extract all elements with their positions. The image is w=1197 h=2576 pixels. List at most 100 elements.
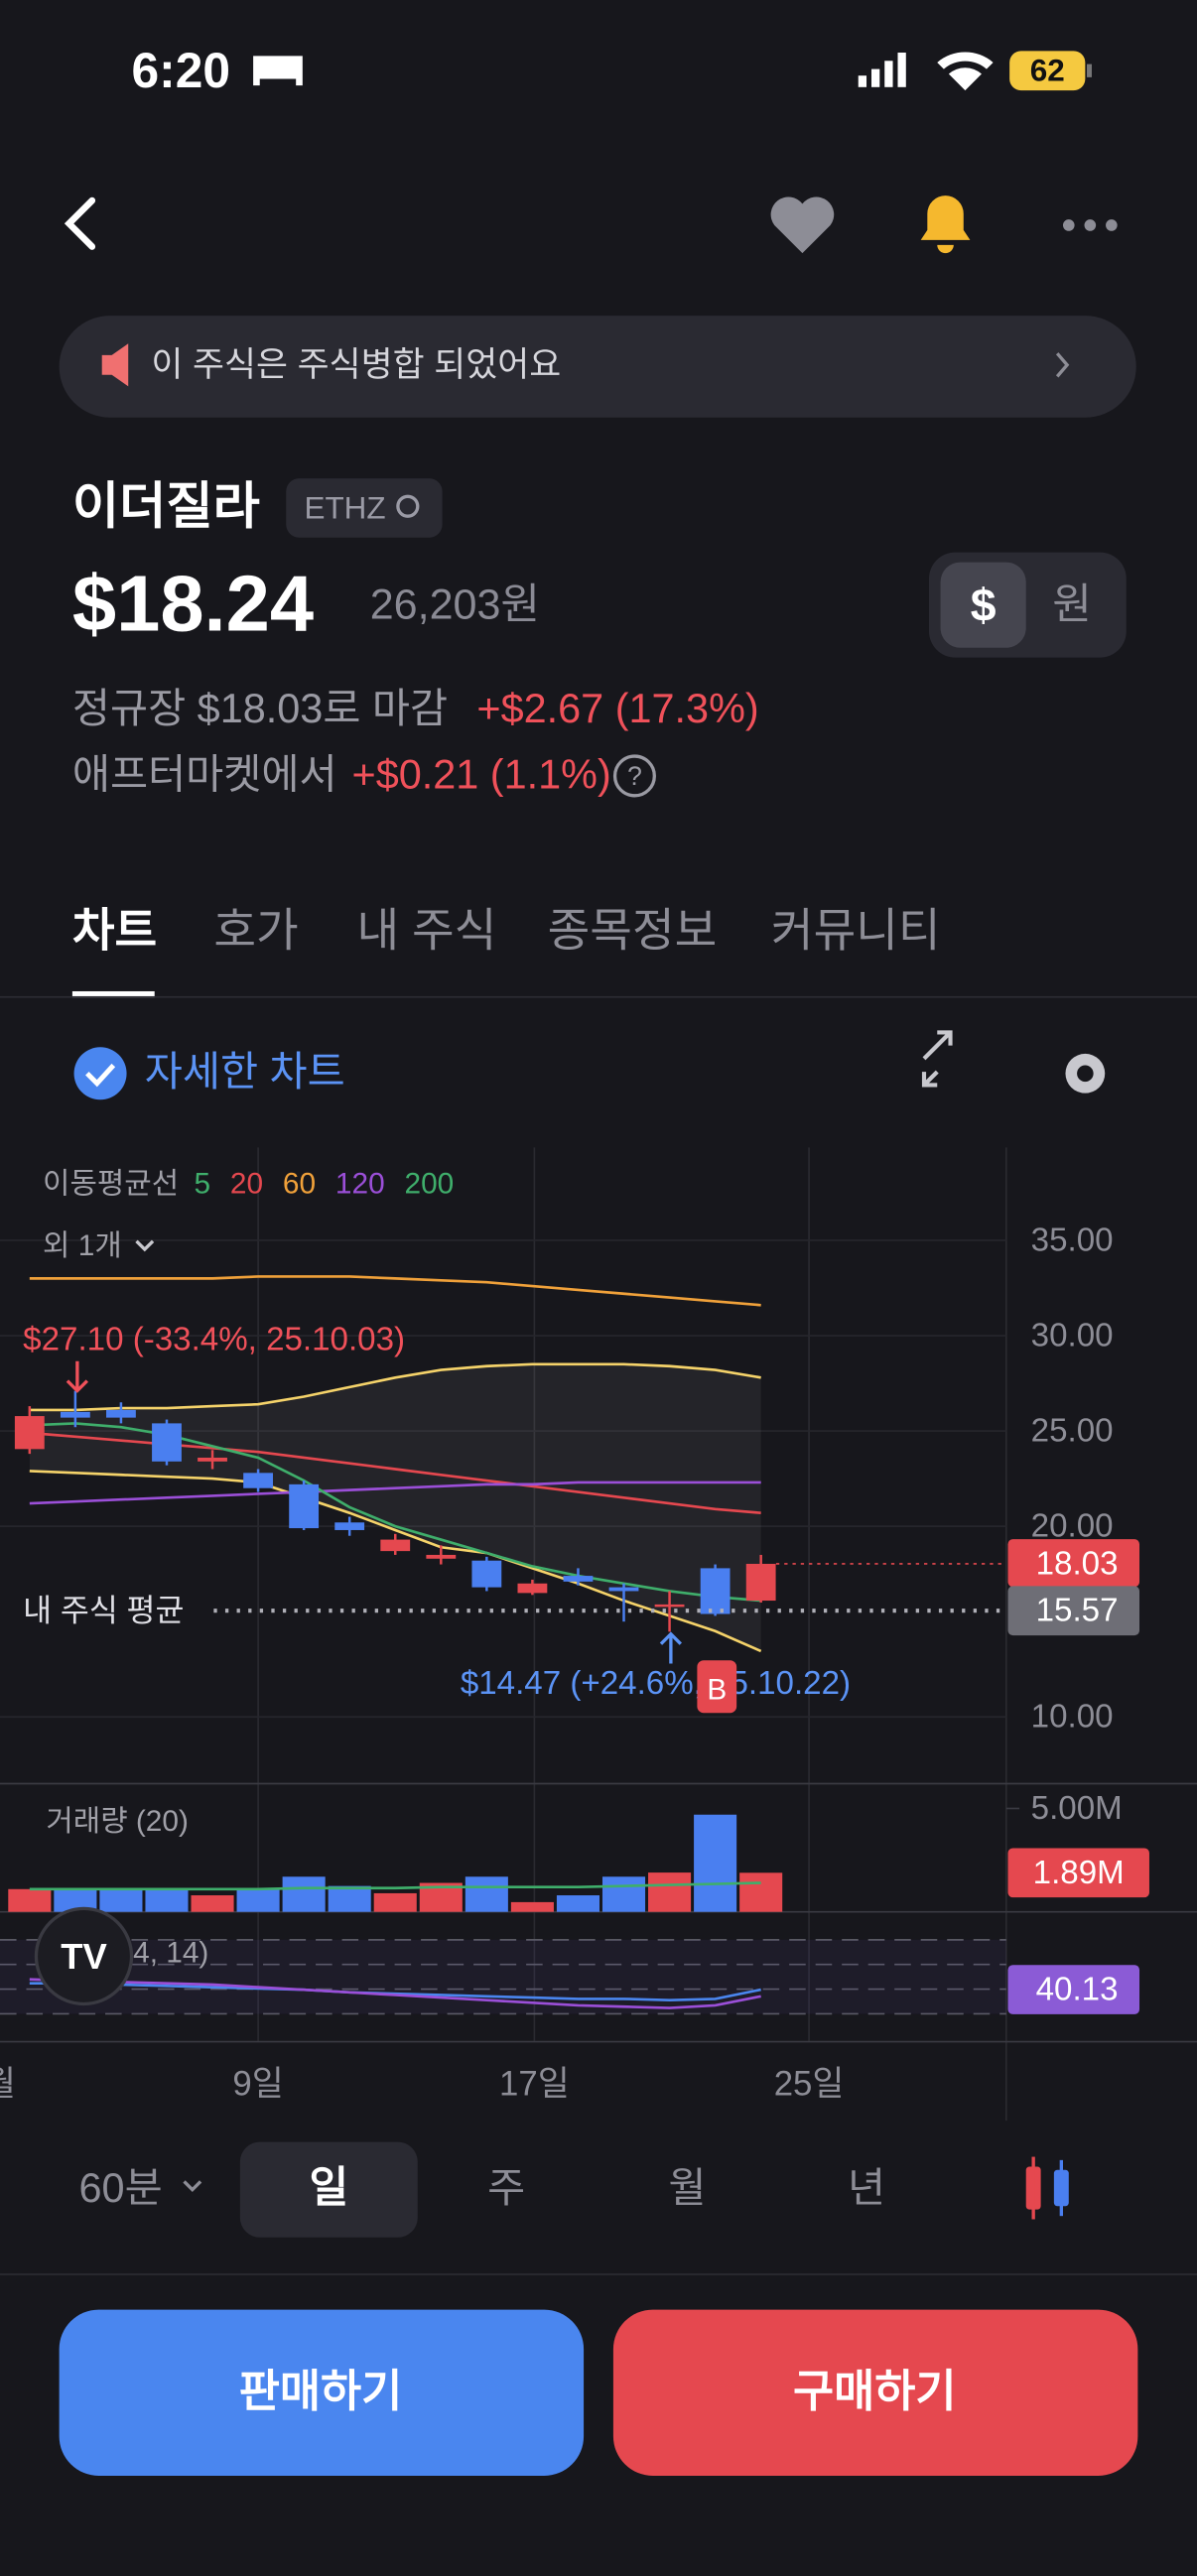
volume-ma bbox=[29, 1881, 761, 1891]
y-tick-label: 25.00 bbox=[1031, 1413, 1114, 1450]
ma-legend-chevron bbox=[135, 1239, 155, 1252]
rsi-last-label: 40.13 bbox=[1036, 1972, 1119, 2008]
chart-type-button[interactable] bbox=[1025, 2156, 1069, 2220]
tradingview-logo[interactable] bbox=[34, 1906, 134, 2006]
currency-selected bbox=[940, 562, 1026, 648]
ticker-chip[interactable] bbox=[286, 478, 443, 538]
ma-line bbox=[29, 1422, 761, 1603]
currency-krw[interactable]: 원 bbox=[1052, 581, 1092, 629]
wifi-icon bbox=[937, 52, 994, 91]
notice-banner[interactable] bbox=[59, 316, 1136, 418]
settings-hole bbox=[1077, 1065, 1094, 1083]
y-tick-label: 35.00 bbox=[1031, 1222, 1114, 1258]
period[interactable]: 월 bbox=[668, 2165, 706, 2211]
volume-bar bbox=[236, 1888, 280, 1912]
candle-body bbox=[517, 1583, 548, 1594]
back-button[interactable] bbox=[64, 196, 96, 250]
tab[interactable]: 호가 bbox=[213, 905, 298, 957]
ma-line bbox=[29, 1362, 761, 1412]
volume-bar bbox=[601, 1876, 646, 1912]
help-mark: ? bbox=[627, 761, 642, 791]
ma-line bbox=[29, 1431, 761, 1515]
signal-icon bbox=[858, 53, 906, 87]
low-note: $14.47 (+24.6%, 25.10.22) bbox=[461, 1665, 851, 1702]
volume-bar bbox=[648, 1872, 692, 1912]
period[interactable]: 일 bbox=[310, 2164, 349, 2212]
more-button[interactable] bbox=[1062, 219, 1118, 231]
after-change: +$0.21 (1.1%) bbox=[352, 751, 611, 797]
volume-last-label: 1.89M bbox=[1033, 1855, 1125, 1891]
period[interactable]: 년 bbox=[848, 2165, 885, 2211]
candle-body bbox=[152, 1423, 182, 1462]
expand-button[interactable] bbox=[921, 1030, 953, 1088]
ma-line bbox=[29, 1481, 761, 1505]
x-tick-label: 25일 bbox=[774, 2066, 845, 2104]
ma-line bbox=[29, 1470, 762, 1653]
buy-marker bbox=[697, 1660, 737, 1714]
battery-tip bbox=[1087, 64, 1092, 77]
candle-body bbox=[289, 1483, 320, 1529]
volume-bar bbox=[328, 1885, 371, 1912]
ma-legend-item: 20 bbox=[230, 1167, 263, 1200]
price-krw: 26,203원 bbox=[370, 581, 540, 629]
candle-body bbox=[198, 1457, 227, 1462]
volume-bar bbox=[694, 1814, 737, 1912]
notice-icon bbox=[101, 343, 129, 387]
candle-body bbox=[334, 1522, 365, 1530]
battery-level: 62 bbox=[1030, 54, 1065, 88]
candle-body bbox=[60, 1411, 90, 1418]
candle-body bbox=[243, 1473, 273, 1488]
avg-price-caption: 내 주식 평균 bbox=[23, 1594, 184, 1628]
divider bbox=[0, 2273, 1197, 2275]
x-tick-label: 월 bbox=[0, 2066, 16, 2104]
candle-body bbox=[563, 1576, 594, 1582]
candle-body bbox=[654, 1604, 685, 1608]
last-price-tag bbox=[1007, 1539, 1140, 1588]
volume-bar bbox=[54, 1888, 97, 1912]
avg-price-label: 15.57 bbox=[1036, 1593, 1119, 1629]
volume-bar bbox=[465, 1876, 508, 1912]
tab[interactable]: 차트 bbox=[72, 905, 157, 957]
last-price-label: 18.03 bbox=[1036, 1545, 1119, 1582]
high-arrow bbox=[66, 1360, 88, 1393]
volume-bar bbox=[8, 1888, 52, 1912]
candle-body bbox=[14, 1416, 45, 1450]
help-icon[interactable] bbox=[612, 754, 656, 798]
volume-bar bbox=[739, 1872, 783, 1912]
ticker: ETHZ bbox=[304, 490, 385, 525]
check-mark bbox=[85, 1063, 116, 1088]
candle-body bbox=[745, 1563, 776, 1602]
ma-legend-more: 외 1개 bbox=[43, 1229, 122, 1262]
volume-bar bbox=[373, 1892, 417, 1912]
high-note: $27.10 (-33.4%, 25.10.03) bbox=[23, 1322, 405, 1358]
tab[interactable]: 커뮤니티 bbox=[771, 905, 941, 957]
period[interactable]: 주 bbox=[487, 2165, 525, 2211]
x-tick-label: 17일 bbox=[499, 2066, 570, 2104]
volume-bar bbox=[510, 1901, 554, 1912]
candle-body bbox=[471, 1560, 502, 1588]
detail-chart-label[interactable]: 자세한 차트 bbox=[145, 1049, 345, 1095]
sell-label: 판매하기 bbox=[239, 2368, 403, 2416]
tab[interactable]: 내 주식 bbox=[356, 905, 496, 957]
ma-legend-item: 120 bbox=[335, 1167, 385, 1200]
after-label: 애프터마켓에서 bbox=[72, 751, 337, 797]
notice-text: 이 주식은 주식병합 되었어요 bbox=[151, 346, 561, 384]
sell-button[interactable] bbox=[59, 2309, 585, 2476]
chart: 35.00 30.00 25.00 20.00 10.00 이동평균선 5 20 60 120 20… bbox=[0, 1167, 1149, 2104]
buy-label: 구매하기 bbox=[793, 2368, 957, 2416]
price: $18.24 bbox=[72, 559, 314, 647]
detail-check[interactable] bbox=[73, 1047, 127, 1100]
tab[interactable]: 종목정보 bbox=[548, 905, 718, 957]
buy-button[interactable] bbox=[612, 2309, 1138, 2476]
alarm-button[interactable] bbox=[920, 195, 971, 254]
currency-usd[interactable]: $ bbox=[971, 580, 997, 631]
low-arrow bbox=[659, 1631, 683, 1664]
close-label: 정규장 $18.03로 마감 bbox=[72, 686, 448, 731]
period[interactable]: 60분 bbox=[79, 2165, 163, 2211]
volume-bar bbox=[282, 1876, 326, 1912]
favorite-button[interactable] bbox=[770, 196, 835, 254]
buy-marker-label: B bbox=[707, 1674, 727, 1707]
rsi-guides bbox=[0, 1939, 1006, 2015]
